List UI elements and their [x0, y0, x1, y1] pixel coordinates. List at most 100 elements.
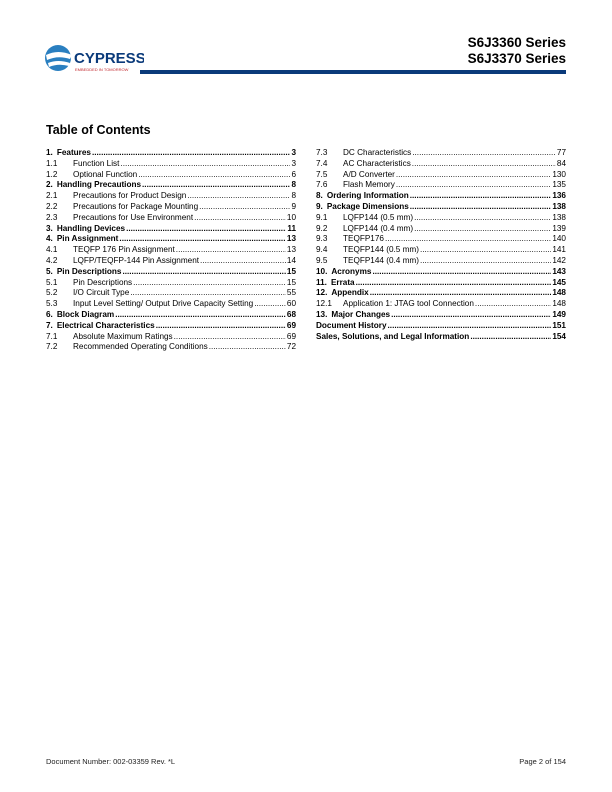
toc-entry-page: 130 [552, 169, 566, 179]
toc-leader-dots [122, 267, 285, 278]
toc-entry[interactable]: 4.1 TEQFP 176 Pin Assignment 13 [46, 245, 296, 256]
toc-left-column: 1.Features 3 1.1 Function List 3 1.2 Optional … [46, 148, 296, 353]
toc-leader-dots [209, 342, 286, 353]
toc-entry-title: TEQFP144 (0.5 mm) [343, 245, 419, 255]
toc-entry-title: Absolute Maximum Ratings [73, 331, 173, 341]
toc-entry-page: 72 [286, 342, 296, 352]
svg-text:EMBEDDED IN TOMORROW: EMBEDDED IN TOMORROW [75, 67, 129, 72]
toc-entry[interactable]: 12.1 Application 1: JTAG tool Connection 1… [316, 299, 566, 310]
toc-entry-number: 2.2 [46, 201, 58, 211]
toc-entry[interactable]: 4.Pin Assignment 13 [46, 234, 296, 245]
toc-entry[interactable]: 4.2 LQFP/TEQFP-144 Pin Assignment 14 [46, 256, 296, 267]
toc-leader-dots [414, 224, 551, 235]
toc-entry[interactable]: 7.3 DC Characteristics 77 [316, 148, 566, 159]
toc-entry-title: Electrical Characteristics [56, 320, 155, 330]
toc-entry-title: Input Level Setting/ Output Drive Capaci… [73, 299, 254, 309]
toc-entry-page: 13 [286, 245, 296, 255]
toc-entry-number: 9.5 [316, 255, 328, 265]
toc-entry-number: 9.4 [316, 245, 328, 255]
toc-entry[interactable]: Document History 151 [316, 321, 566, 332]
toc-entry-number: 12. [316, 288, 328, 298]
toc-entry-title: Handling Precautions [56, 180, 142, 190]
toc-entry[interactable]: 2.3 Precautions for Use Environment 10 [46, 213, 296, 224]
toc-entry-number: 9. [316, 201, 323, 211]
toc-entry[interactable]: 5.1 Pin Descriptions 15 [46, 278, 296, 289]
toc-entry-title: TEQFP176 [343, 234, 384, 244]
series-line-1: S6J3360 Series [467, 35, 566, 50]
toc-entry-page: 141 [552, 245, 566, 255]
toc-entry[interactable]: 13.Major Changes 149 [316, 310, 566, 321]
toc-entry-number: 12.1 [316, 299, 332, 309]
toc-leader-dots [475, 299, 551, 310]
toc-leader-dots [385, 234, 551, 245]
toc-entry-number: 9.2 [316, 223, 328, 233]
toc-leader-dots [370, 288, 552, 299]
toc-entry[interactable]: 6.Block Diagram 68 [46, 310, 296, 321]
document-series-title: S6J3360 Series S6J3370 Series [468, 35, 566, 67]
toc-entry[interactable]: 9.3 TEQFP176 140 [316, 234, 566, 245]
toc-entry-page: 3 [291, 158, 296, 168]
toc-entry[interactable]: 10.Acronyms 143 [316, 267, 566, 278]
toc-entry[interactable]: 9.2 LQFP144 (0.4 mm) 139 [316, 224, 566, 235]
toc-entry[interactable]: 11.Errata 145 [316, 278, 566, 289]
toc-entry-number: 8. [316, 191, 323, 201]
toc-entry[interactable]: 2.Handling Precautions 8 [46, 180, 296, 191]
toc-entry[interactable]: 7.Electrical Characteristics 69 [46, 321, 296, 332]
toc-entry-page: 135 [552, 180, 566, 190]
toc-entry-number: 5.1 [46, 277, 58, 287]
toc-entry[interactable]: 9.4 TEQFP144 (0.5 mm) 141 [316, 245, 566, 256]
toc-entry-title: LQFP/TEQFP-144 Pin Assignment [73, 255, 200, 265]
toc-entry-page: 154 [552, 331, 566, 341]
toc-entry-title: Pin Descriptions [73, 277, 133, 287]
toc-entry-number: 1.2 [46, 169, 58, 179]
toc-entry-title: Features [56, 148, 91, 157]
toc-entry-page: 68 [286, 309, 296, 319]
toc-leader-dots [174, 332, 286, 343]
toc-entry[interactable]: 7.4 AC Characteristics 84 [316, 159, 566, 170]
toc-entry-page: 60 [286, 299, 296, 309]
toc-entry-title: Pin Assignment [56, 234, 119, 244]
toc-entry[interactable]: 9.Package Dimensions 138 [316, 202, 566, 213]
toc-leader-dots [126, 224, 286, 235]
toc-entry-title: DC Characteristics [343, 148, 412, 157]
toc-entry[interactable]: 2.2 Precautions for Package Mounting 9 [46, 202, 296, 213]
toc-entry[interactable]: 2.1 Precautions for Product Design 8 [46, 191, 296, 202]
toc-leader-dots [138, 170, 290, 181]
toc-entry-page: 11 [287, 223, 296, 233]
toc-entry[interactable]: 1.2 Optional Function 6 [46, 170, 296, 181]
toc-leader-dots [470, 332, 551, 343]
toc-leader-dots [156, 321, 286, 332]
toc-entry[interactable]: 7.6 Flash Memory 135 [316, 180, 566, 191]
toc-entry-page: 15 [286, 266, 296, 276]
toc-entry-page: 151 [552, 320, 566, 330]
toc-entry[interactable]: 9.1 LQFP144 (0.5 mm) 138 [316, 213, 566, 224]
toc-entry-title: A/D Converter [343, 169, 395, 179]
svg-text:CYPRESS: CYPRESS [74, 50, 144, 67]
toc-entry[interactable]: 5.Pin Descriptions 15 [46, 267, 296, 278]
toc-entry-title: Pin Descriptions [56, 266, 122, 276]
toc-entry[interactable]: 7.5 A/D Converter 130 [316, 170, 566, 181]
toc-leader-dots [396, 180, 551, 191]
toc-entry[interactable]: 5.3 Input Level Setting/ Output Drive Cap… [46, 299, 296, 310]
toc-entry-title: Acronyms [331, 266, 372, 276]
toc-entry-number: 5.2 [46, 288, 58, 298]
toc-entry[interactable]: 1.1 Function List 3 [46, 159, 296, 170]
toc-entry-number: 6. [46, 309, 53, 319]
toc-entry[interactable]: 7.2 Recommended Operating Conditions 72 [46, 342, 296, 353]
toc-entry[interactable]: 9.5 TEQFP144 (0.4 mm) 142 [316, 256, 566, 267]
toc-leader-dots [410, 191, 552, 202]
toc-leader-dots [115, 310, 286, 321]
toc-entry-page: 138 [552, 201, 566, 211]
toc-entry[interactable]: 5.2 I/O Circuit Type 55 [46, 288, 296, 299]
toc-entry-number: 5.3 [46, 299, 58, 309]
toc-entry-page: 6 [291, 169, 296, 179]
toc-entry[interactable]: 3.Handling Devices 11 [46, 224, 296, 235]
toc-entry-page: 9 [291, 201, 296, 211]
toc-entry[interactable]: 7.1 Absolute Maximum Ratings 69 [46, 332, 296, 343]
toc-entry-page: 15 [286, 277, 296, 287]
toc-entry[interactable]: 8.Ordering Information 136 [316, 191, 566, 202]
toc-entry[interactable]: Sales, Solutions, and Legal Information 1… [316, 332, 566, 343]
toc-entry[interactable]: 1.Features 3 [46, 148, 296, 159]
toc-entry-number: 10. [316, 266, 328, 276]
toc-entry[interactable]: 12.Appendix 148 [316, 288, 566, 299]
